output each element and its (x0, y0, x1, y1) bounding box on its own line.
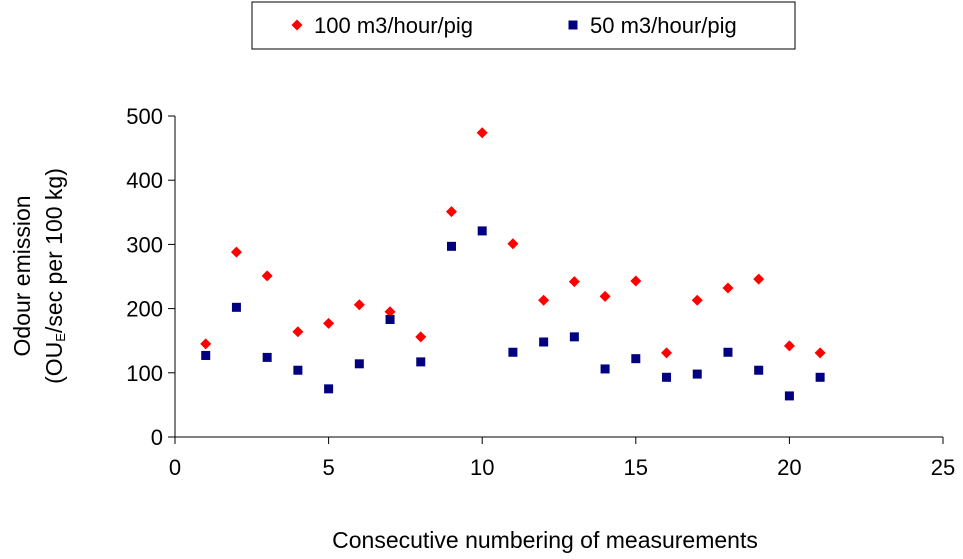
x-tick-label: 10 (470, 455, 494, 480)
x-tick-label: 25 (931, 455, 955, 480)
y-axis-title-unit-b: /sec per 100 kg) (41, 168, 67, 333)
legend-label: 100 m3/hour/pig (314, 13, 473, 38)
data-point (201, 350, 211, 360)
data-point (323, 317, 335, 329)
x-tick-label: 5 (322, 455, 334, 480)
y-tick-label: 500 (126, 104, 163, 129)
data-point (230, 246, 242, 258)
x-tick-label: 20 (777, 455, 801, 480)
data-point (568, 276, 580, 288)
data-point (353, 299, 365, 311)
y-tick-label: 200 (126, 297, 163, 322)
data-point (324, 384, 334, 394)
data-point (262, 352, 272, 362)
legend-box (251, 1, 796, 50)
data-point (753, 273, 765, 285)
axes: 0 100 200 300 400 500 0 5 10 15 20 25 (126, 104, 955, 480)
data-point (691, 294, 703, 306)
data-point (415, 331, 427, 343)
data-point (385, 315, 395, 325)
data-point (292, 326, 304, 338)
data-point (446, 241, 456, 251)
y-axis-title-subscript: E (53, 333, 68, 342)
data-point (723, 347, 733, 357)
data-point (445, 206, 457, 218)
y-tick-label: 100 (126, 361, 163, 386)
data-point (507, 238, 519, 250)
data-point (416, 357, 426, 367)
data-point (783, 340, 795, 352)
legend-marker (291, 19, 303, 31)
data-point (661, 347, 673, 359)
data-point (293, 365, 303, 375)
data-point (261, 270, 273, 282)
y-tick-label: 0 (151, 425, 163, 450)
data-point (354, 359, 364, 369)
data-point (631, 354, 641, 364)
series-100-points (200, 127, 826, 359)
legend-marker (568, 20, 578, 30)
y-axis-title-unit-a: (OU (41, 342, 67, 384)
data-point (630, 275, 642, 287)
data-point (784, 391, 794, 401)
legend: 100 m3/hour/pig 50 m3/hour/pig (251, 1, 796, 50)
data-point (599, 290, 611, 302)
y-axis-title-line1: Odour emission (9, 195, 35, 356)
y-tick-label: 300 (126, 232, 163, 257)
data-point (539, 337, 549, 347)
y-axis-title-line2: (OUE/sec per 100 kg) (41, 168, 68, 384)
data-point (231, 302, 241, 312)
y-axis-title: Odour emission (OUE/sec per 100 kg) (9, 168, 68, 384)
legend-label: 50 m3/hour/pig (590, 13, 737, 38)
y-tick-label: 400 (126, 168, 163, 193)
data-point (662, 372, 672, 382)
data-point (815, 372, 825, 382)
data-point (569, 332, 579, 342)
data-point (477, 226, 487, 236)
data-point (754, 365, 764, 375)
x-tick-label: 0 (169, 455, 181, 480)
data-point (600, 364, 610, 374)
data-point (508, 347, 518, 357)
data-point (538, 294, 550, 306)
data-point (476, 127, 488, 139)
x-axis-title: Consecutive numbering of measurements (332, 527, 758, 553)
x-tick-label: 15 (624, 455, 648, 480)
data-point (200, 338, 212, 350)
data-point (814, 347, 826, 359)
data-point (692, 369, 702, 379)
data-point (384, 306, 396, 318)
series-50-points (201, 226, 825, 401)
plot-area (200, 127, 826, 401)
data-point (722, 282, 734, 294)
